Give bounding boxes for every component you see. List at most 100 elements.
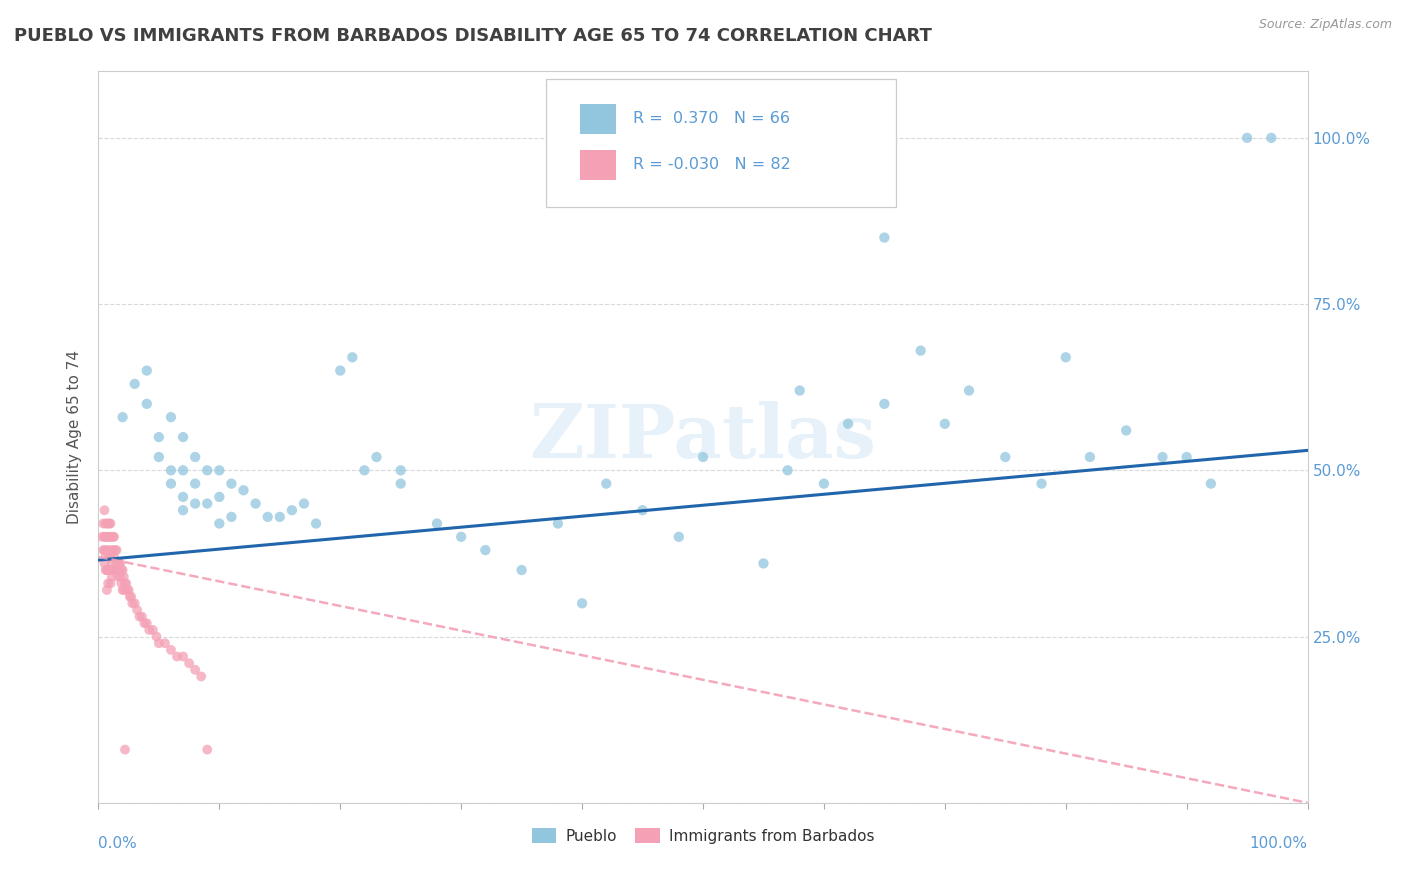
Point <box>389 463 412 477</box>
Point <box>114 576 136 591</box>
Point <box>97 563 120 577</box>
Point <box>111 582 134 597</box>
Point <box>281 503 304 517</box>
Point <box>107 570 129 584</box>
Point <box>160 463 183 477</box>
Text: R = -0.030   N = 82: R = -0.030 N = 82 <box>633 158 790 172</box>
Point <box>103 549 125 564</box>
Point <box>101 563 124 577</box>
Legend: Pueblo, Immigrants from Barbados: Pueblo, Immigrants from Barbados <box>526 822 880 850</box>
Point <box>101 530 124 544</box>
Point <box>184 497 207 511</box>
Point <box>776 463 799 477</box>
Point <box>96 563 118 577</box>
Point <box>1199 476 1222 491</box>
Text: ZIPatlas: ZIPatlas <box>530 401 876 474</box>
Point <box>98 516 121 531</box>
Point <box>1054 351 1077 365</box>
Point <box>160 410 183 425</box>
Point <box>112 570 135 584</box>
Point <box>305 516 328 531</box>
Point <box>789 384 811 398</box>
Point <box>329 363 352 377</box>
Point <box>1260 131 1282 145</box>
Point <box>1236 131 1258 145</box>
Point <box>93 503 115 517</box>
Point <box>100 516 122 531</box>
Point <box>366 450 388 464</box>
Point <box>97 530 120 544</box>
Text: 0.0%: 0.0% <box>98 836 138 851</box>
Point <box>595 476 617 491</box>
Point <box>145 630 167 644</box>
Point <box>692 450 714 464</box>
Point <box>179 656 201 670</box>
Point <box>100 530 122 544</box>
Point <box>124 376 146 391</box>
Point <box>269 509 291 524</box>
Point <box>873 230 896 244</box>
Point <box>148 450 170 464</box>
Point <box>108 557 131 571</box>
Point <box>100 563 122 577</box>
Point <box>172 490 194 504</box>
Point <box>98 530 121 544</box>
Point <box>668 530 690 544</box>
Point <box>101 543 124 558</box>
Point <box>114 742 136 756</box>
Text: Source: ZipAtlas.com: Source: ZipAtlas.com <box>1258 18 1392 31</box>
Point <box>353 463 375 477</box>
Point <box>195 742 218 756</box>
Point <box>256 509 278 524</box>
Point <box>93 543 115 558</box>
Point <box>103 563 125 577</box>
Point <box>97 543 120 558</box>
Point <box>135 397 157 411</box>
Point <box>631 503 654 517</box>
FancyBboxPatch shape <box>579 151 616 179</box>
Point <box>232 483 254 498</box>
Point <box>160 643 183 657</box>
Point <box>98 563 121 577</box>
Point <box>94 516 117 531</box>
Point <box>91 530 114 544</box>
Point <box>837 417 859 431</box>
Point <box>131 609 153 624</box>
Point <box>389 476 412 491</box>
Point <box>98 549 121 564</box>
Point <box>100 570 122 584</box>
Point <box>107 557 129 571</box>
Point <box>221 509 243 524</box>
Point <box>135 616 157 631</box>
Point <box>426 516 449 531</box>
Point <box>96 516 118 531</box>
Point <box>112 582 135 597</box>
Point <box>121 596 143 610</box>
Point <box>166 649 188 664</box>
Point <box>94 563 117 577</box>
Point <box>172 463 194 477</box>
Point <box>221 476 243 491</box>
Point <box>96 543 118 558</box>
Point <box>91 516 114 531</box>
Point <box>172 503 194 517</box>
Point <box>110 576 132 591</box>
Point <box>208 516 231 531</box>
Point <box>138 623 160 637</box>
Point <box>105 557 128 571</box>
Point <box>115 576 138 591</box>
Point <box>97 516 120 531</box>
Point <box>96 582 118 597</box>
Point <box>118 590 141 604</box>
Point <box>195 497 218 511</box>
Point <box>752 557 775 571</box>
Point <box>104 543 127 558</box>
Point <box>142 623 165 637</box>
Point <box>100 543 122 558</box>
Point <box>135 363 157 377</box>
Y-axis label: Disability Age 65 to 74: Disability Age 65 to 74 <box>67 350 83 524</box>
FancyBboxPatch shape <box>546 78 897 207</box>
Point <box>104 563 127 577</box>
Point <box>128 609 150 624</box>
Point <box>184 450 207 464</box>
